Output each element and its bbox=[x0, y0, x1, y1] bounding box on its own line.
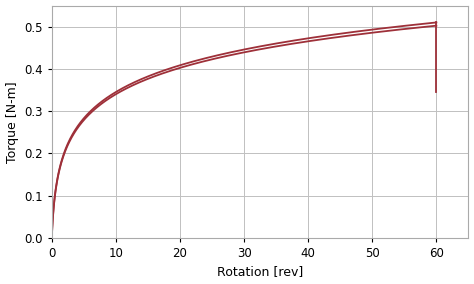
Y-axis label: Torque [N-m]: Torque [N-m] bbox=[6, 81, 18, 162]
X-axis label: Rotation [rev]: Rotation [rev] bbox=[217, 266, 303, 278]
